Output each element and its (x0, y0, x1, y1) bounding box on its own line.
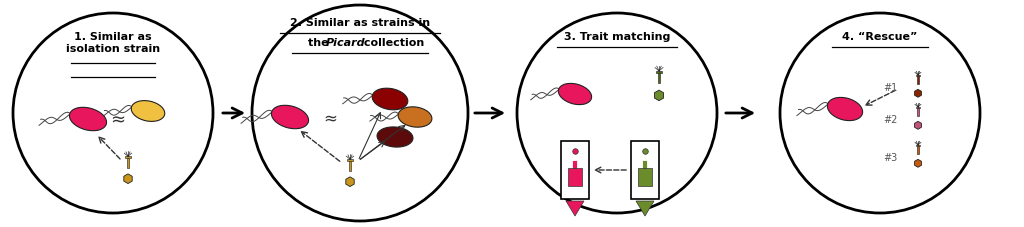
Ellipse shape (827, 98, 862, 121)
Ellipse shape (377, 127, 413, 147)
Bar (125, 157, 131, 158)
Bar (657, 73, 660, 84)
Circle shape (517, 14, 717, 213)
Bar (915, 107, 921, 109)
Text: 2. Similar as strains in: 2. Similar as strains in (290, 18, 430, 28)
Bar (918, 77, 919, 85)
Ellipse shape (398, 107, 432, 128)
Ellipse shape (372, 89, 408, 110)
Bar (918, 147, 919, 155)
Text: 4. “Rescue”: 4. “Rescue” (843, 32, 918, 42)
Ellipse shape (271, 106, 308, 129)
Text: #3: #3 (884, 152, 898, 162)
Bar (631, 141, 659, 199)
Bar (656, 72, 662, 73)
Bar (915, 145, 921, 147)
Ellipse shape (558, 84, 592, 105)
Bar (915, 76, 921, 77)
Circle shape (13, 14, 213, 213)
Circle shape (252, 6, 468, 221)
Polygon shape (636, 201, 654, 216)
Bar (347, 160, 352, 161)
Text: 3. Trait matching: 3. Trait matching (564, 32, 670, 42)
Ellipse shape (131, 101, 165, 122)
Text: collection: collection (360, 38, 424, 48)
Text: 1. Similar as
isolation strain: 1. Similar as isolation strain (66, 32, 160, 54)
Polygon shape (566, 201, 584, 216)
Text: ≈: ≈ (323, 109, 337, 126)
Ellipse shape (70, 108, 106, 131)
Text: #1: #1 (884, 83, 898, 93)
Text: ≈: ≈ (111, 111, 126, 128)
Bar (568, 168, 582, 186)
Bar (127, 158, 129, 168)
Text: Picard: Picard (326, 38, 366, 48)
Text: the: the (308, 38, 333, 48)
Text: #2: #2 (884, 114, 898, 124)
Bar (638, 168, 652, 186)
Bar (349, 161, 351, 171)
Bar (918, 109, 919, 117)
Circle shape (780, 14, 980, 213)
Bar (561, 141, 589, 199)
